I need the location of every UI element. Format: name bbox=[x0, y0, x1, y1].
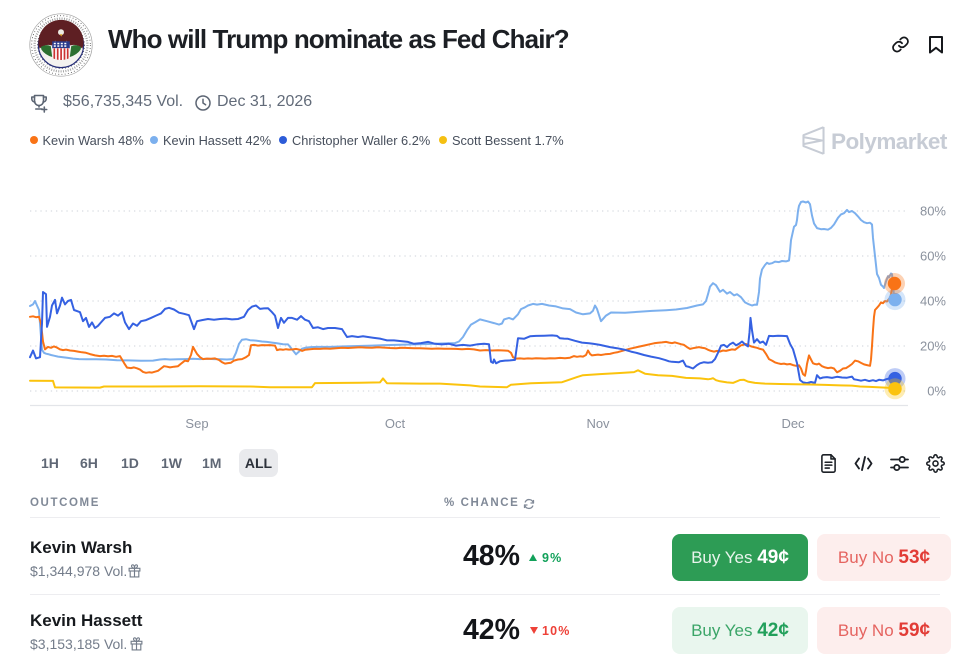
svg-text:Dec: Dec bbox=[781, 416, 805, 431]
svg-text:0%: 0% bbox=[927, 384, 946, 399]
svg-text:Oct: Oct bbox=[385, 416, 406, 431]
svg-text:60%: 60% bbox=[920, 249, 946, 264]
svg-text:Nov: Nov bbox=[586, 416, 610, 431]
svg-text:20%: 20% bbox=[920, 339, 946, 354]
svg-text:80%: 80% bbox=[920, 204, 946, 219]
svg-text:40%: 40% bbox=[920, 294, 946, 309]
svg-text:Sep: Sep bbox=[185, 416, 208, 431]
